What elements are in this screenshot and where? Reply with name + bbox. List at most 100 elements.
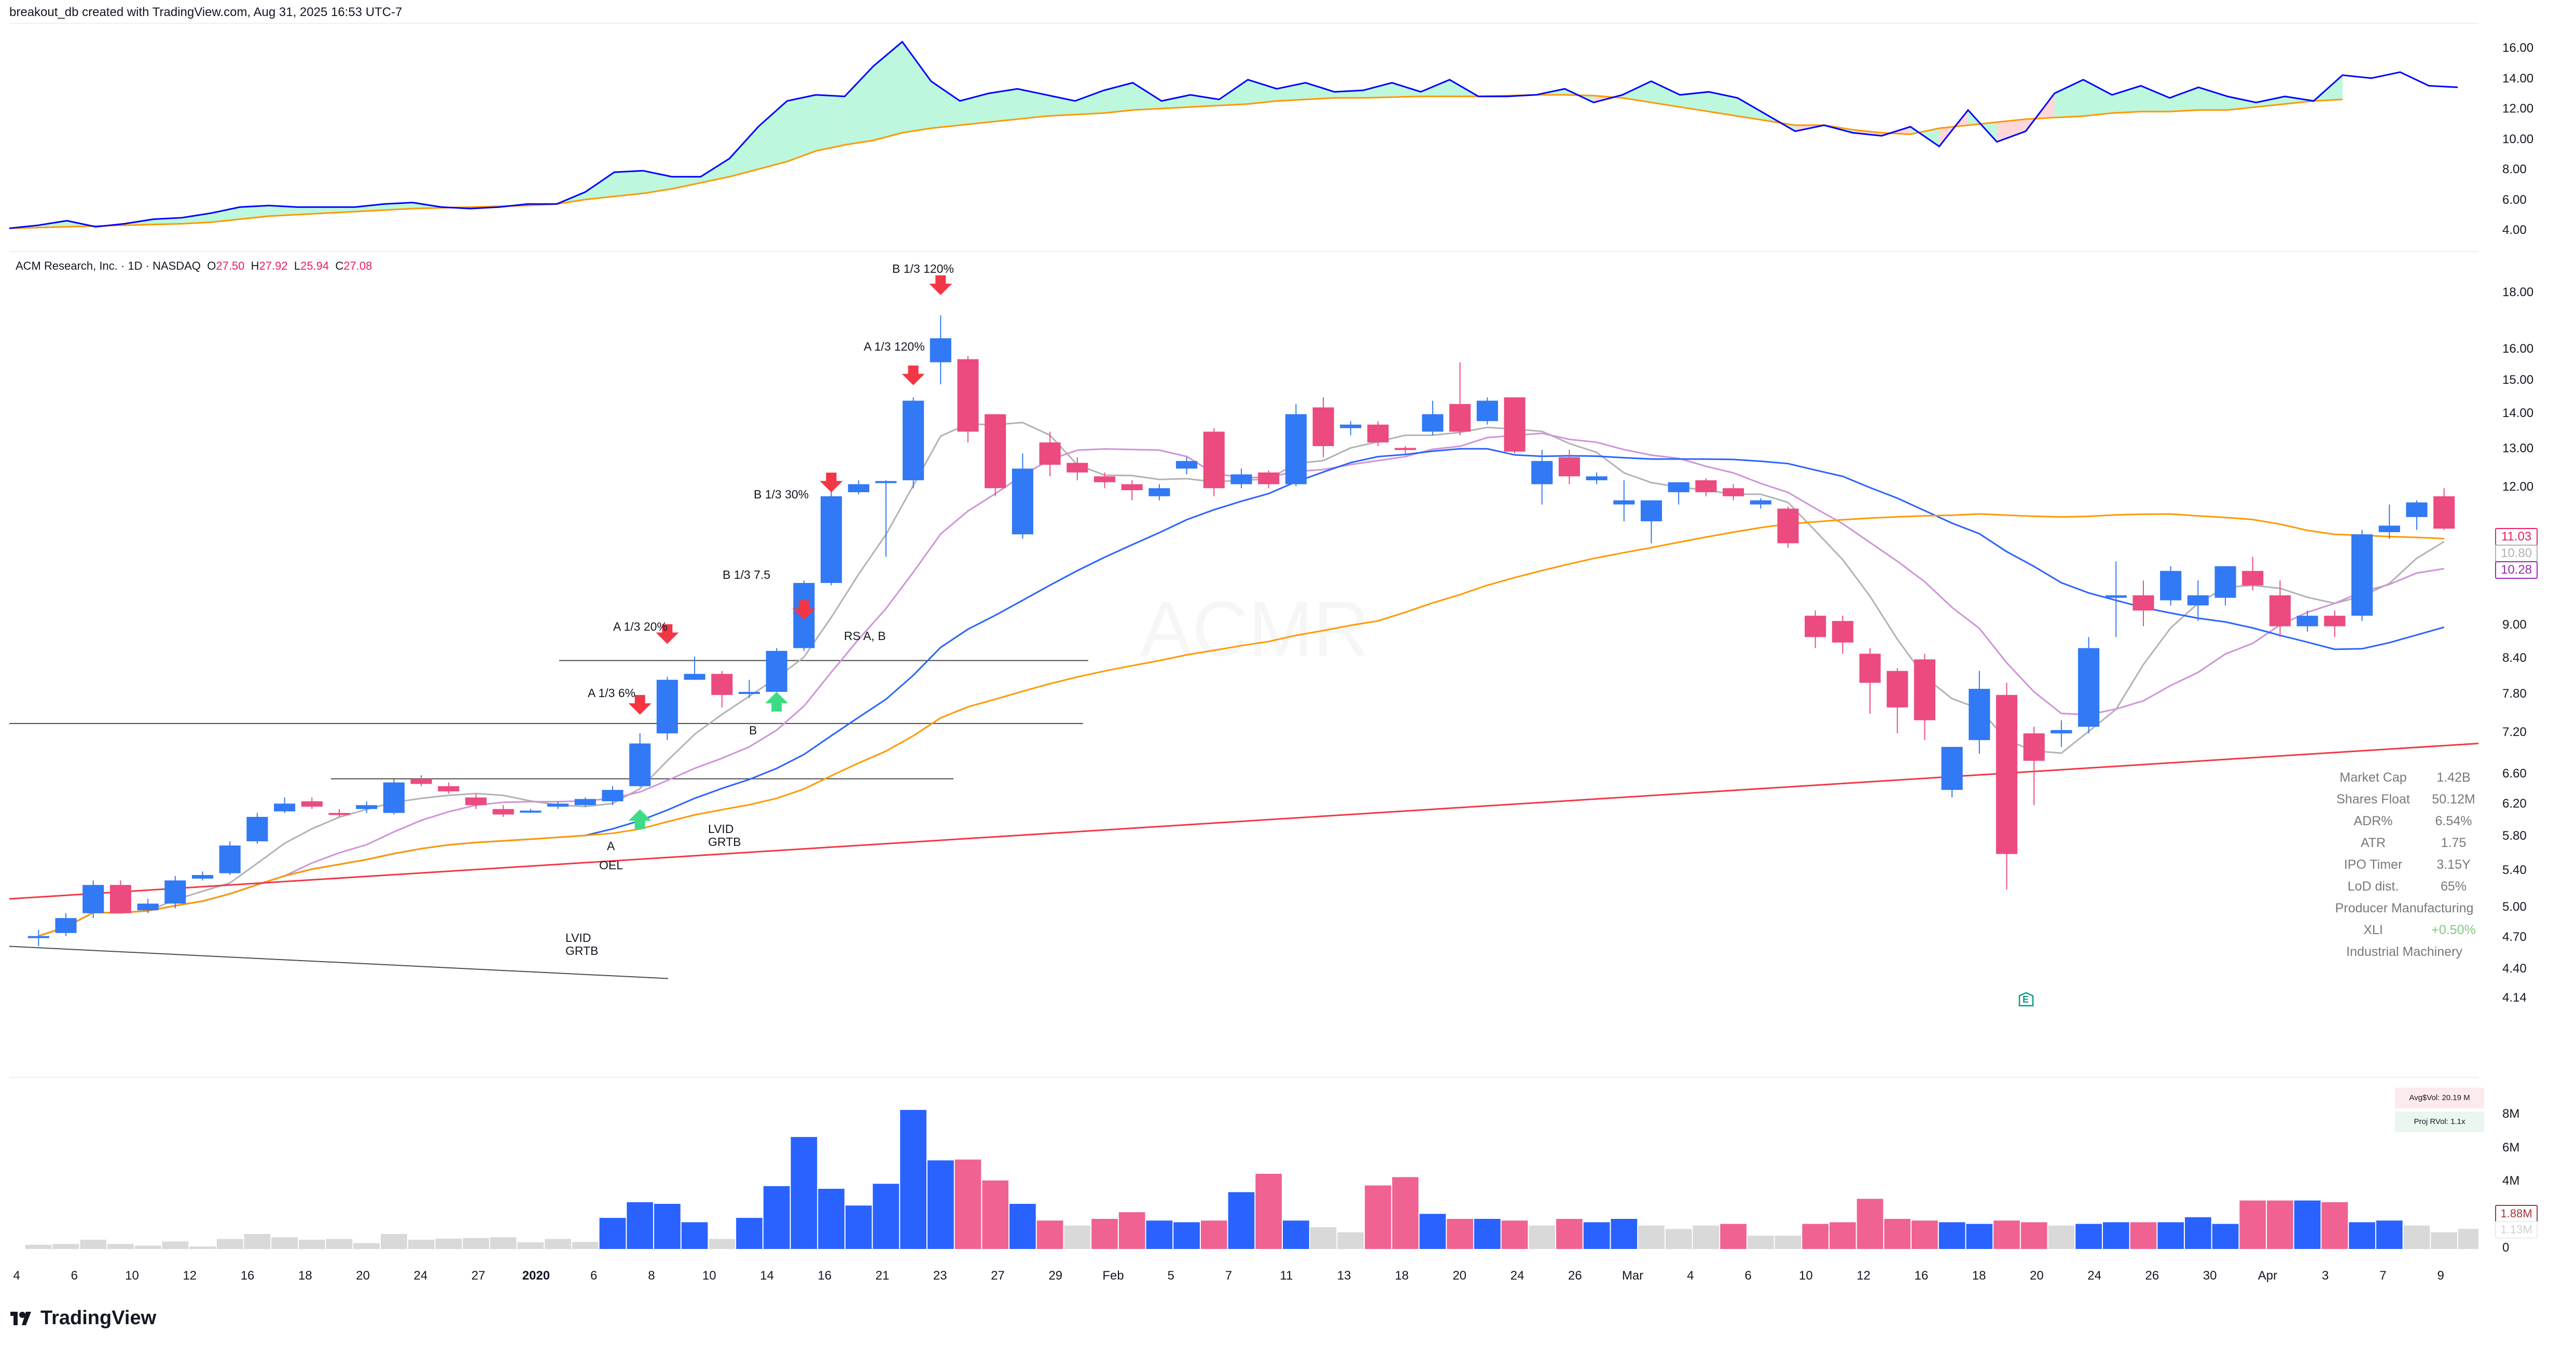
top-indicator-plot bbox=[9, 24, 2478, 252]
time-axis-label: 3 bbox=[2322, 1269, 2329, 1283]
time-axis[interactable]: 461012161820242720206810141621232729Feb5… bbox=[9, 1260, 2478, 1295]
time-axis-label: 2020 bbox=[522, 1269, 550, 1283]
volume-plot bbox=[9, 1078, 2478, 1261]
sell-signal-label: B 1/3 30% bbox=[754, 488, 809, 502]
buy-arrow-icon bbox=[765, 692, 788, 712]
stats-row-sector: Producer Manufacturing bbox=[2324, 897, 2485, 919]
time-axis-label: 7 bbox=[1225, 1269, 1232, 1283]
time-axis-label: 26 bbox=[2145, 1269, 2159, 1283]
price-pane[interactable]: ACMR bbox=[9, 251, 2478, 1021]
grtb-label: GRTB bbox=[708, 835, 741, 849]
time-axis-label: 18 bbox=[298, 1269, 312, 1283]
sector-label: Producer Manufacturing bbox=[2324, 901, 2485, 916]
symbol-legend[interactable]: ACM Research, Inc. · 1D · NASDAQ O27.50 … bbox=[16, 259, 372, 273]
axis-label: 6.60 bbox=[2502, 767, 2527, 781]
price-axis[interactable]: 18.0016.0015.0014.0013.0012.0010.009.008… bbox=[2480, 251, 2576, 1020]
axis-label: 6M bbox=[2502, 1141, 2519, 1155]
axis-label: 9.00 bbox=[2502, 618, 2527, 632]
avg-dollar-volume-box: Avg$Vol: 20.19 M bbox=[2395, 1088, 2484, 1108]
time-axis-label: 6 bbox=[71, 1269, 78, 1283]
time-axis-label: 10 bbox=[1799, 1269, 1813, 1283]
time-axis-label: 12 bbox=[1857, 1269, 1871, 1283]
high-label: H bbox=[251, 259, 259, 272]
stats-row-lod-dist: LoD dist.65% bbox=[2324, 876, 2485, 897]
axis-label: 13.00 bbox=[2502, 441, 2533, 456]
stats-row-ipo-timer: IPO Timer3.15Y bbox=[2324, 854, 2485, 876]
lvid-label: LVID bbox=[708, 822, 733, 836]
stats-row-adr: ADR%6.54% bbox=[2324, 810, 2485, 832]
axis-label: 4.00 bbox=[2502, 223, 2527, 238]
stat-value: 1.75 bbox=[2422, 836, 2485, 851]
tradingview-logo[interactable]: TradingView bbox=[10, 1307, 156, 1329]
time-axis-label: Apr bbox=[2258, 1269, 2277, 1283]
time-axis-label: 11 bbox=[1280, 1269, 1293, 1283]
axis-label: 0 bbox=[2502, 1241, 2509, 1255]
price-tag-ma-gray: 10.80 bbox=[2495, 545, 2538, 562]
stat-key: IPO Timer bbox=[2324, 857, 2422, 872]
volume-tag-avg: 1.13M bbox=[2495, 1221, 2538, 1239]
axis-label: 14.00 bbox=[2502, 72, 2533, 86]
sell-arrow-icon bbox=[902, 366, 925, 385]
stat-value: 65% bbox=[2422, 879, 2485, 894]
time-axis-label: 20 bbox=[2030, 1269, 2044, 1283]
time-axis-label: 26 bbox=[1568, 1269, 1582, 1283]
time-axis-label: 20 bbox=[1452, 1269, 1466, 1283]
time-axis-label: 27 bbox=[991, 1269, 1005, 1283]
axis-label: 4.40 bbox=[2502, 962, 2527, 976]
sell-signal-label: B 1/3 7.5 bbox=[723, 568, 770, 582]
brand-name: TradingView bbox=[40, 1307, 156, 1329]
time-axis-label: 30 bbox=[2203, 1269, 2217, 1283]
axis-label: 12.00 bbox=[2502, 102, 2533, 116]
top-indicator-axis[interactable]: 16.0014.0012.0010.008.006.004.00 bbox=[2480, 23, 2576, 251]
time-axis-label: Feb bbox=[1102, 1269, 1124, 1283]
axis-label: 6.20 bbox=[2502, 797, 2527, 811]
earnings-marker-icon[interactable]: E bbox=[2018, 992, 2034, 1007]
time-axis-label: 18 bbox=[1395, 1269, 1409, 1283]
axis-label: 4.70 bbox=[2502, 930, 2527, 945]
stat-key: Shares Float bbox=[2324, 792, 2422, 807]
axis-label: 4.14 bbox=[2502, 991, 2527, 1005]
axis-label: 5.40 bbox=[2502, 863, 2527, 878]
time-axis-label: 10 bbox=[125, 1269, 139, 1283]
price-tag-ma-violet: 10.28 bbox=[2495, 561, 2538, 579]
axis-label: 12.00 bbox=[2502, 480, 2533, 494]
axis-label: 6.00 bbox=[2502, 193, 2527, 207]
stat-key: LoD dist. bbox=[2324, 879, 2422, 894]
sell-arrow-icon bbox=[929, 275, 952, 295]
buy-arrow-icon bbox=[629, 809, 652, 829]
time-axis-label: Mar bbox=[1622, 1269, 1643, 1283]
buy-signal-label: A bbox=[607, 839, 615, 853]
time-axis-label: 24 bbox=[2087, 1269, 2101, 1283]
time-axis-label: 4 bbox=[1687, 1269, 1694, 1283]
stats-row-shares-float: Shares Float50.12M bbox=[2324, 788, 2485, 810]
stat-value: 1.42B bbox=[2422, 770, 2485, 785]
close-value: 27.08 bbox=[343, 259, 372, 272]
open-value: 27.50 bbox=[216, 259, 244, 272]
axis-label: 18.00 bbox=[2502, 285, 2533, 300]
stats-row-atr: ATR1.75 bbox=[2324, 832, 2485, 854]
close-label: C bbox=[335, 259, 343, 272]
earnings-marker-label: E bbox=[2023, 994, 2029, 1005]
time-axis-label: 12 bbox=[183, 1269, 197, 1283]
volume-pane[interactable] bbox=[9, 1077, 2478, 1261]
volume-tag-last: 1.88M bbox=[2495, 1205, 2538, 1223]
time-axis-label: 9 bbox=[2437, 1269, 2444, 1283]
symbol-title: ACM Research, Inc. · 1D · NASDAQ bbox=[16, 259, 201, 272]
top-indicator-pane bbox=[9, 23, 2478, 252]
sell-signal-label: B 1/3 120% bbox=[892, 262, 954, 276]
axis-label: 7.80 bbox=[2502, 687, 2527, 701]
axis-label: 5.80 bbox=[2502, 829, 2527, 843]
candlestick-plot[interactable] bbox=[9, 252, 2478, 1021]
price-tag-close: 11.03 bbox=[2495, 528, 2538, 546]
stats-table: Market Cap1.42B Shares Float50.12M ADR%6… bbox=[2324, 767, 2485, 963]
time-axis-label: 23 bbox=[933, 1269, 947, 1283]
time-axis-label: 6 bbox=[590, 1269, 597, 1283]
sell-signal-label: A 1/3 6% bbox=[588, 686, 635, 700]
time-axis-label: 14 bbox=[760, 1269, 774, 1283]
time-axis-label: 7 bbox=[2379, 1269, 2386, 1283]
axis-label: 5.00 bbox=[2502, 900, 2527, 914]
axis-label: 15.00 bbox=[2502, 373, 2533, 387]
buy-signal-label: B bbox=[749, 724, 757, 738]
time-axis-label: 18 bbox=[1972, 1269, 1986, 1283]
axis-label: 7.20 bbox=[2502, 725, 2527, 740]
